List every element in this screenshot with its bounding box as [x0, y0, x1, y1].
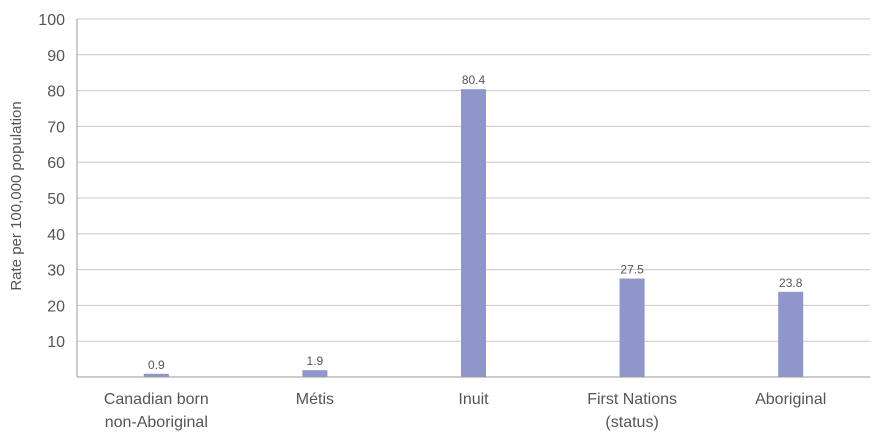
bar — [143, 373, 169, 377]
bar — [619, 278, 645, 377]
y-axis-title: Rate per 100,000 population — [8, 101, 25, 290]
x-tick-label: Métis — [296, 391, 334, 408]
bar — [302, 370, 328, 377]
data-label: 1.9 — [307, 354, 324, 368]
y-tick-label: 80 — [47, 84, 65, 101]
y-tick-label: 60 — [47, 155, 65, 172]
labels: 10 20 30 40 50 60 70 80 90 100 0.9 Canadian born non… — [38, 12, 826, 431]
y-tick-label: 100 — [38, 12, 65, 29]
data-label: 0.9 — [148, 358, 165, 372]
axes — [76, 19, 870, 378]
data-label: 27.5 — [620, 263, 644, 277]
x-tick-label: Canadian born — [104, 391, 209, 408]
bar — [778, 291, 804, 377]
bars — [143, 89, 804, 377]
y-tick-label: 40 — [47, 227, 65, 244]
x-tick-label: Inuit — [458, 391, 489, 408]
y-tick-label: 30 — [47, 263, 65, 280]
bar — [461, 89, 486, 377]
x-tick-label: (status) — [605, 414, 658, 431]
data-label: 80.4 — [462, 73, 486, 87]
y-tick-label: 70 — [47, 119, 65, 136]
x-tick-label: Aboriginal — [755, 391, 826, 408]
x-tick-label: non-Aboriginal — [105, 414, 208, 431]
y-tick-label: 50 — [47, 191, 65, 208]
y-tick-label: 90 — [47, 48, 65, 65]
x-tick-label: First Nations — [587, 391, 677, 408]
y-tick-label: 20 — [47, 298, 65, 315]
data-label: 23.8 — [779, 276, 803, 290]
y-tick-label: 10 — [47, 334, 65, 351]
